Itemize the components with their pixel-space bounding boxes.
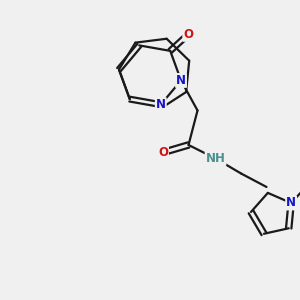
Text: O: O	[158, 146, 168, 159]
Text: N: N	[176, 74, 186, 87]
Text: N: N	[156, 98, 166, 111]
Text: O: O	[183, 28, 193, 41]
Text: NH: NH	[206, 152, 226, 165]
Text: N: N	[286, 196, 296, 209]
